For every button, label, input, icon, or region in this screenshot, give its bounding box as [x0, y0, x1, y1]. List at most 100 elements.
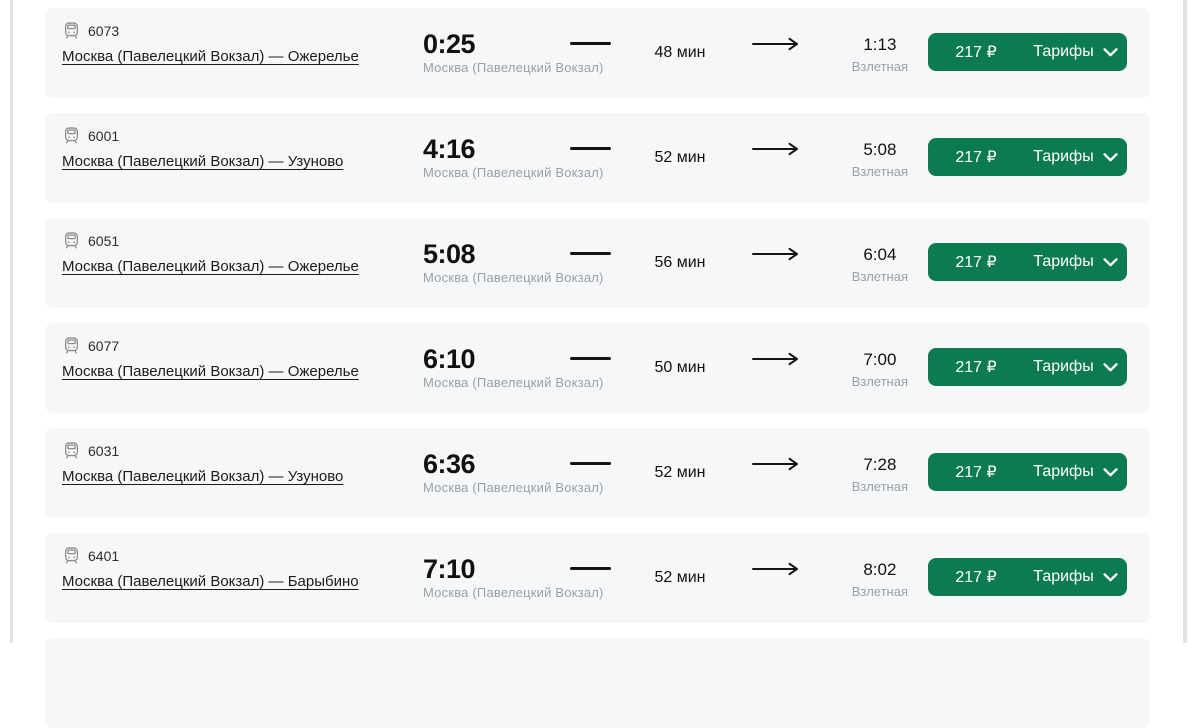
trip-duration: 52 мин: [654, 149, 706, 166]
departure-time: 4:16: [423, 134, 476, 164]
price-button[interactable]: 217 ₽: [928, 558, 1024, 596]
train-header: 6031: [62, 441, 119, 460]
train-schedule-list: 6073 Москва (Павелецкий Вокзал) — Ожерел…: [45, 8, 1150, 728]
route-link[interactable]: Москва (Павелецкий Вокзал) — Ожерелье: [62, 48, 359, 65]
train-front-icon: [62, 441, 81, 460]
arrow-right-icon: [752, 352, 799, 371]
route-link[interactable]: Москва (Павелецкий Вокзал) — Ожерелье: [62, 363, 359, 380]
tariffs-label: Тарифы: [1033, 148, 1094, 165]
route-link[interactable]: Москва (Павелецкий Вокзал) — Барыбино: [62, 573, 359, 590]
train-front-icon: [62, 231, 81, 250]
route-segment-line: [570, 357, 611, 360]
tariffs-label: Тарифы: [1033, 568, 1094, 585]
chevron-down-icon: [1103, 467, 1118, 477]
arrival-time: 8:02: [863, 560, 897, 579]
buy-button-group: 217 ₽ Тарифы: [928, 558, 1127, 596]
chevron-down-icon: [1103, 47, 1118, 57]
trip-duration: 56 мин: [654, 254, 706, 271]
route-segment-line: [570, 567, 611, 570]
tariffs-label: Тарифы: [1033, 253, 1094, 270]
departure-block: 0:25 Москва (Павелецкий Вокзал): [423, 29, 604, 75]
chevron-down-icon: [1103, 257, 1118, 267]
train-number: 6073: [88, 22, 120, 39]
departure-block: 6:36 Москва (Павелецкий Вокзал): [423, 449, 604, 495]
train-front-icon: [62, 21, 81, 40]
arrival-time: 6:04: [863, 245, 897, 264]
route-segment-line: [570, 462, 611, 465]
buy-button-group: 217 ₽ Тарифы: [928, 33, 1127, 71]
train-row: 6031 Москва (Павелецкий Вокзал) — Узунов…: [45, 428, 1150, 518]
page-left-border: [10, 0, 13, 643]
arrival-station: Взлетная: [851, 374, 908, 389]
page-right-border: [1183, 0, 1187, 643]
departure-time: 7:10: [423, 554, 476, 584]
train-number: 6077: [88, 337, 120, 354]
route-link[interactable]: Москва (Павелецкий Вокзал) — Узуново: [62, 468, 344, 485]
trip-duration: 48 мин: [654, 44, 706, 61]
train-header: 6401: [62, 546, 119, 565]
chevron-down-icon: [1103, 572, 1118, 582]
arrow-right-icon: [752, 562, 799, 581]
price-button[interactable]: 217 ₽: [928, 348, 1024, 386]
departure-time: 0:25: [423, 29, 476, 59]
departure-station: Москва (Павелецкий Вокзал): [423, 165, 604, 180]
route-link[interactable]: Москва (Павелецкий Вокзал) — Ожерелье: [62, 258, 359, 275]
route-link[interactable]: Москва (Павелецкий Вокзал) — Узуново: [62, 153, 344, 170]
tariffs-button[interactable]: Тарифы: [1024, 243, 1127, 281]
trip-duration: 50 мин: [654, 359, 706, 376]
price-button[interactable]: 217 ₽: [928, 138, 1024, 176]
departure-station: Москва (Павелецкий Вокзал): [423, 375, 604, 390]
train-number: 6001: [88, 127, 120, 144]
train-row: 6073 Москва (Павелецкий Вокзал) — Ожерел…: [45, 8, 1150, 98]
price-button[interactable]: 217 ₽: [928, 243, 1024, 281]
arrival-block: 1:13 Взлетная: [852, 35, 908, 74]
train-number: 6031: [88, 442, 120, 459]
train-front-icon: [62, 546, 81, 565]
tariffs-label: Тарифы: [1033, 463, 1094, 480]
tariffs-button[interactable]: Тарифы: [1024, 33, 1127, 71]
train-number: 6051: [88, 232, 120, 249]
train-header: 6077: [62, 336, 119, 355]
arrival-station: Взлетная: [851, 59, 908, 74]
buy-button-group: 217 ₽ Тарифы: [928, 453, 1127, 491]
departure-block: 6:10 Москва (Павелецкий Вокзал): [423, 344, 604, 390]
arrow-right-icon: [752, 37, 799, 56]
tariffs-button[interactable]: Тарифы: [1024, 558, 1127, 596]
trip-duration: 52 мин: [654, 464, 706, 481]
train-header: 6073: [62, 21, 119, 40]
arrow-right-icon: [752, 247, 799, 266]
price-button[interactable]: 217 ₽: [928, 33, 1024, 71]
price-button[interactable]: 217 ₽: [928, 453, 1024, 491]
departure-time: 6:36: [423, 449, 476, 479]
departure-block: 7:10 Москва (Павелецкий Вокзал): [423, 554, 604, 600]
departure-block: 4:16 Москва (Павелецкий Вокзал): [423, 134, 604, 180]
arrow-right-icon: [752, 142, 799, 161]
route-segment-line: [570, 147, 611, 150]
departure-time: 5:08: [423, 239, 476, 269]
arrival-block: 7:00 Взлетная: [852, 350, 908, 389]
arrival-station: Взлетная: [851, 269, 908, 284]
train-number: 6401: [88, 547, 120, 564]
arrival-time: 5:08: [863, 140, 897, 159]
departure-station: Москва (Павелецкий Вокзал): [423, 60, 604, 75]
arrival-block: 7:28 Взлетная: [852, 455, 908, 494]
train-row: 6401 Москва (Павелецкий Вокзал) — Барыби…: [45, 533, 1150, 623]
buy-button-group: 217 ₽ Тарифы: [928, 243, 1127, 281]
trip-duration: 52 мин: [654, 569, 706, 586]
train-front-icon: [62, 336, 81, 355]
buy-button-group: 217 ₽ Тарифы: [928, 138, 1127, 176]
arrival-time: 7:00: [863, 350, 897, 369]
arrival-block: 6:04 Взлетная: [852, 245, 908, 284]
departure-station: Москва (Павелецкий Вокзал): [423, 480, 604, 495]
departure-time: 6:10: [423, 344, 476, 374]
route-segment-line: [570, 252, 611, 255]
departure-station: Москва (Павелецкий Вокзал): [423, 585, 604, 600]
train-row: 6077 Москва (Павелецкий Вокзал) — Ожерел…: [45, 323, 1150, 413]
train-row: 6051 Москва (Павелецкий Вокзал) — Ожерел…: [45, 218, 1150, 308]
tariffs-label: Тарифы: [1033, 358, 1094, 375]
tariffs-button[interactable]: Тарифы: [1024, 453, 1127, 491]
chevron-down-icon: [1103, 152, 1118, 162]
train-header: 6051: [62, 231, 119, 250]
tariffs-button[interactable]: Тарифы: [1024, 348, 1127, 386]
tariffs-button[interactable]: Тарифы: [1024, 138, 1127, 176]
